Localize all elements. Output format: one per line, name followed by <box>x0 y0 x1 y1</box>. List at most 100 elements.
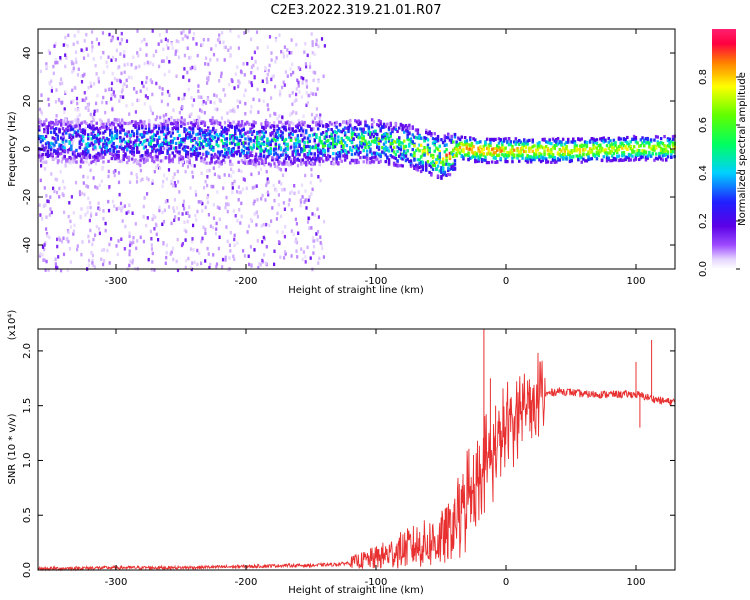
spectrogram-cell <box>68 141 71 145</box>
spectrogram-cell <box>160 59 164 63</box>
spectrogram-cell <box>55 178 59 182</box>
spectrogram-cell <box>426 148 430 152</box>
spectrogram-cell <box>176 268 180 273</box>
spectrogram-cell <box>355 158 359 162</box>
spectrogram-cell <box>183 140 186 145</box>
spectrogram-cell <box>121 88 124 92</box>
spectrogram-cell <box>72 66 75 71</box>
spectrogram-cell <box>342 154 345 158</box>
spectrogram-cell <box>107 159 110 163</box>
spectrogram-cell <box>112 55 115 60</box>
spectrogram-cell <box>272 121 276 125</box>
spectrogram-cell <box>181 242 184 246</box>
spectrogram-cell <box>86 206 89 210</box>
spectrogram-cell <box>507 151 511 155</box>
spectrogram-cell <box>379 155 382 159</box>
spectrogram-cell <box>70 144 73 148</box>
spectrogram-cell <box>293 99 296 103</box>
spectrogram-cell <box>119 52 122 56</box>
spectrogram-cell <box>408 142 411 146</box>
spectrogram-cell <box>309 65 312 69</box>
spectrogram-cell <box>132 134 136 138</box>
spectrogram-cell <box>306 53 309 58</box>
spectrogram-cell <box>646 154 649 158</box>
spectrogram-cell <box>612 152 616 156</box>
spectrogram-cell <box>201 139 205 143</box>
spectrogram-cell <box>87 258 91 263</box>
spectrogram-cell <box>648 145 651 149</box>
spectrogram-cell <box>291 128 294 132</box>
spectrogram-cell <box>370 156 374 160</box>
spectrogram-cell <box>494 147 497 151</box>
spectrogram-cell <box>297 66 300 70</box>
spectrogram-cell <box>553 146 556 151</box>
spectrogram-cell <box>666 139 670 143</box>
spectrogram-cell <box>242 249 245 253</box>
spectrogram-cell <box>83 153 87 158</box>
spectrogram-cell <box>161 184 164 188</box>
spectrogram-cell <box>419 169 423 174</box>
spectrogram-cell <box>88 125 92 130</box>
spectrogram-cell <box>489 137 492 141</box>
spectrogram-cell <box>190 121 193 125</box>
spectrogram-cell <box>374 158 377 162</box>
spectrogram-cell <box>108 261 111 265</box>
spectrogram-cell <box>189 112 192 117</box>
spectrogram-cell <box>230 141 234 145</box>
spectrogram-cell <box>671 135 675 139</box>
spectrogram-cell <box>234 127 237 131</box>
spectrogram-cell <box>203 121 207 125</box>
spectrogram-cell <box>200 121 203 125</box>
spectrogram-cell <box>389 145 392 149</box>
spectrogram-cell <box>519 147 523 151</box>
spectrogram-cell <box>166 132 169 136</box>
spectrogram-cell <box>67 230 70 234</box>
spectrogram-cell <box>401 153 404 157</box>
spectrogram-cell <box>206 76 209 81</box>
spectrogram-cell <box>192 37 195 41</box>
spectrogram-cell <box>165 243 168 248</box>
spectrogram-cell <box>283 139 286 143</box>
spectrogram-cell <box>398 139 401 143</box>
spectrogram-cell <box>48 121 51 125</box>
spectrogram-cell <box>376 145 379 149</box>
spectrogram-cell <box>120 31 123 36</box>
spectrogram-cell <box>372 130 376 134</box>
spectrogram-cell <box>48 51 51 55</box>
spectrogram-cell <box>120 71 123 76</box>
spectrogram-cell <box>123 63 126 67</box>
spectrogram-cell <box>556 157 560 161</box>
spectrogram-cell <box>201 120 205 124</box>
spectrogram-cell <box>209 262 212 267</box>
spectrogram-cell <box>370 132 374 136</box>
spectrogram-cell <box>191 144 195 148</box>
spectrogram-cell <box>193 123 196 127</box>
spectrogram-cell <box>115 154 119 158</box>
spectrogram-cell <box>56 266 59 270</box>
spectrogram-cell <box>492 156 496 160</box>
spectrogram-cell <box>340 139 343 143</box>
spectrogram-cell <box>413 158 416 162</box>
spectrogram-cell <box>300 160 303 164</box>
spectrogram-cell <box>75 131 78 135</box>
spectrogram-cell <box>291 161 294 165</box>
spectrogram-cell <box>610 159 614 163</box>
spectrogram-cell <box>109 140 112 144</box>
spectrogram-cell <box>168 141 171 145</box>
spectrogram-cell <box>423 149 426 153</box>
spectrogram-cell <box>345 126 349 130</box>
spectrogram-cell <box>304 260 307 264</box>
spectrogram-cell <box>465 153 469 157</box>
spectrogram-cell <box>147 123 151 128</box>
spectrogram-cell <box>347 120 350 124</box>
spectrogram-cell <box>217 246 220 251</box>
spectrogram-cell <box>55 136 58 140</box>
spectrogram-cell <box>173 137 176 141</box>
spectrogram-cell <box>118 192 121 197</box>
spectrogram-cell <box>138 64 141 69</box>
spectrogram-cell <box>171 160 174 164</box>
spectrogram-cell <box>343 141 347 145</box>
spectrogram-cell <box>421 153 425 157</box>
spectrogram-cell <box>296 147 299 151</box>
